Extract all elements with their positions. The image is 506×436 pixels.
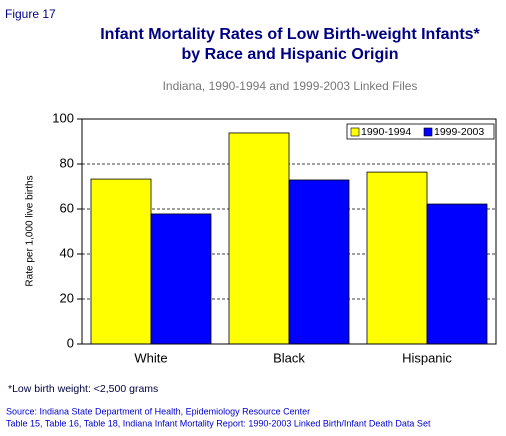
bar (228, 132, 290, 345)
chart-title: Infant Mortality Rates of Low Birth-weig… (100, 26, 480, 43)
chart-title: by Race and Hispanic Origin (182, 46, 399, 63)
y-tick-label: 100 (52, 110, 74, 125)
x-tick-label: Hispanic (402, 350, 452, 365)
y-tick-label: 0 (67, 335, 74, 350)
y-axis-label: Rate per 1,000 live births (25, 175, 36, 286)
chart-subtitle: Indiana, 1990-1994 and 1999-2003 Linked … (163, 79, 418, 93)
legend-swatch (423, 127, 433, 137)
figure-label: Figure 17 (5, 7, 56, 21)
y-tick-label: 40 (60, 245, 74, 260)
legend-box (346, 123, 495, 140)
source: Source: Indiana State Department of Heal… (6, 406, 310, 416)
x-tick-label: Black (273, 350, 305, 365)
bar (150, 213, 212, 345)
bar (288, 179, 350, 345)
y-tick-label: 80 (60, 155, 74, 170)
legend-swatch (350, 127, 360, 137)
bar (366, 171, 428, 345)
legend-label: 1999-2003 (434, 126, 484, 138)
source: Table 15, Table 16, Table 18, Indiana In… (6, 418, 431, 428)
x-tick-label: White (134, 350, 167, 365)
y-tick-label: 20 (60, 290, 74, 305)
y-tick-label: 60 (60, 200, 74, 215)
bar (90, 178, 152, 345)
legend-label: 1990-1994 (361, 126, 411, 138)
bar (426, 203, 488, 345)
footnote: *Low birth weight: <2,500 grams (8, 383, 158, 395)
plot-border (81, 118, 497, 345)
